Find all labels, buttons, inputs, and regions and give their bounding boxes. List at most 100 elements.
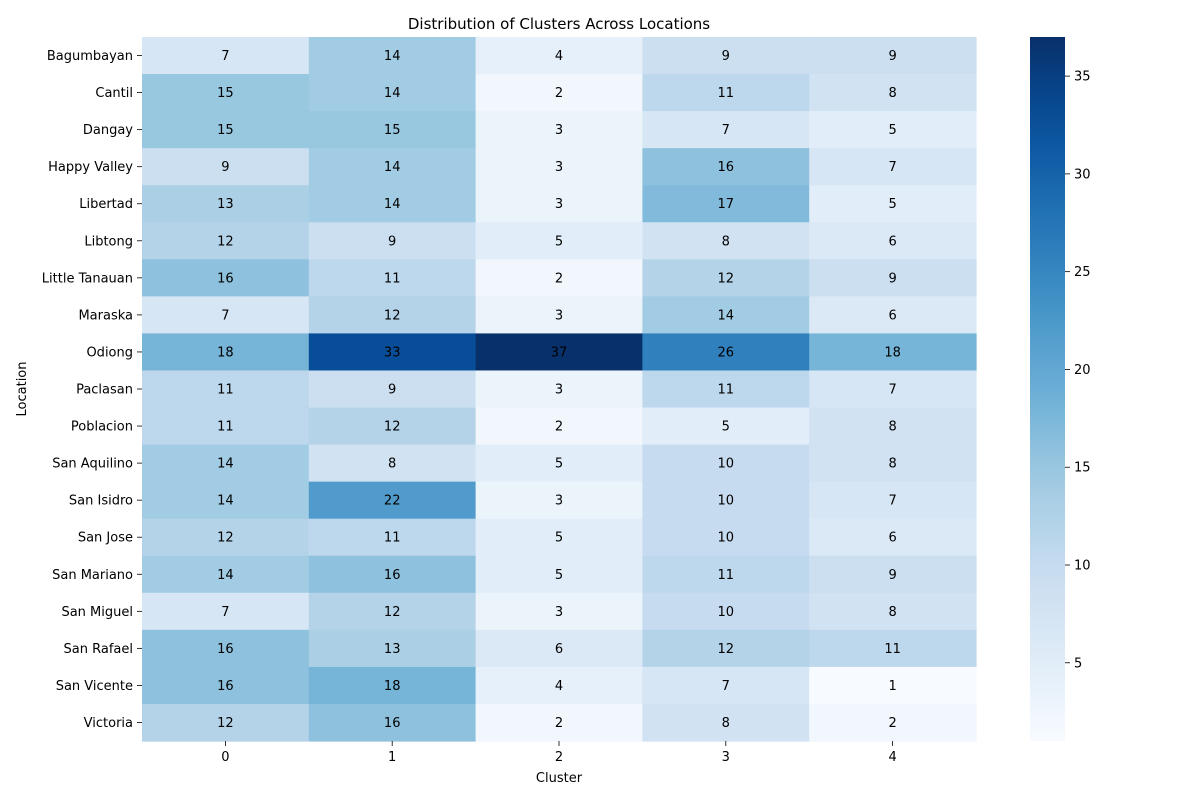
heatmap-cell — [142, 592, 310, 631]
heatmap-cell — [475, 333, 643, 372]
heatmap-cell — [642, 185, 810, 223]
x-tick-label: 1 — [388, 750, 396, 765]
heatmap-cell — [475, 185, 643, 223]
heatmap-cell — [308, 37, 477, 75]
y-tick-label: San Vicente — [56, 679, 133, 694]
y-tick-label: Dangay — [83, 123, 133, 138]
cell-value-label: 11 — [718, 86, 735, 101]
heatmap-cell — [142, 407, 310, 446]
cell-value-label: 14 — [384, 86, 401, 101]
y-tick-label: Libertad — [79, 197, 133, 212]
heatmap-cell — [642, 37, 810, 75]
cell-value-label: 7 — [888, 494, 896, 509]
colorbar-tick-label: 15 — [1074, 461, 1091, 476]
cell-value-label: 15 — [217, 123, 234, 138]
heatmap-cell — [475, 111, 643, 149]
cell-value-label: 10 — [718, 531, 735, 546]
heatmap-cell — [142, 444, 310, 483]
cell-value-label: 18 — [217, 345, 234, 360]
cell-value-label: 7 — [888, 383, 896, 398]
cell-value-label: 18 — [384, 679, 401, 694]
cell-value-label: 7 — [722, 679, 730, 694]
cell-value-label: 14 — [384, 160, 401, 175]
cell-value-label: 26 — [718, 345, 735, 360]
cell-value-label: 15 — [217, 86, 234, 101]
heatmap-cell — [809, 629, 977, 668]
heatmap-cell — [475, 555, 643, 594]
heatmap-cell — [142, 666, 310, 705]
heatmap-cell — [809, 703, 977, 742]
heatmap-cell — [308, 111, 477, 149]
heatmap-cell — [809, 333, 977, 372]
cell-value-label: 5 — [722, 420, 730, 435]
cell-value-label: 8 — [722, 234, 730, 249]
heatmap-cell — [642, 555, 810, 594]
cell-value-label: 3 — [555, 160, 563, 175]
cell-value-label: 11 — [217, 420, 234, 435]
heatmap-cell — [642, 703, 810, 742]
cell-value-label: 8 — [888, 605, 896, 620]
heatmap-cell — [475, 703, 643, 742]
heatmap-cell — [642, 481, 810, 520]
heatmap-cell — [809, 481, 977, 520]
heatmap-cell — [308, 666, 477, 705]
heatmap-cell — [142, 555, 310, 594]
heatmap-cell — [142, 296, 310, 335]
heatmap-cell — [809, 37, 977, 75]
cell-value-label: 2 — [888, 716, 896, 731]
heatmap-cell — [642, 629, 810, 668]
heatmap-cell — [642, 666, 810, 705]
heatmap-cell — [809, 222, 977, 260]
x-tick-label: 2 — [555, 750, 563, 765]
cell-value-label: 14 — [384, 197, 401, 212]
cell-value-label: 8 — [888, 420, 896, 435]
cell-value-label: 2 — [555, 716, 563, 731]
heatmap-cell — [475, 259, 643, 297]
heatmap-cell — [809, 370, 977, 409]
colorbar-tick-label: 30 — [1074, 167, 1091, 182]
heatmap-cell — [809, 555, 977, 594]
heatmap-cell — [308, 629, 477, 668]
heatmap-cell — [642, 74, 810, 112]
heatmap-cell — [809, 296, 977, 335]
heatmap-cell — [809, 407, 977, 446]
heatmap-cell — [809, 185, 977, 223]
cell-value-label: 9 — [722, 49, 730, 64]
y-axis-ticks: Bagumbayan Cantil Dangay Happy Valley Libert… — [42, 49, 142, 731]
cell-value-label: 15 — [384, 123, 401, 138]
x-tick-label: 4 — [888, 750, 896, 765]
cell-value-label: 9 — [388, 383, 396, 398]
heatmap-cell — [308, 185, 477, 223]
heatmap-cell — [809, 666, 977, 705]
cell-value-label: 9 — [388, 234, 396, 249]
heatmap-cell — [475, 666, 643, 705]
colorbar-tick-label: 25 — [1074, 265, 1091, 280]
cell-value-label: 2 — [555, 86, 563, 101]
cell-value-label: 14 — [718, 308, 735, 323]
heatmap-cell — [308, 259, 477, 297]
y-tick-label: Paclasan — [76, 383, 133, 398]
cell-value-label: 8 — [722, 716, 730, 731]
cell-value-label: 12 — [384, 420, 401, 435]
heatmap-cell — [142, 259, 310, 297]
heatmap-cell — [142, 222, 310, 260]
cell-value-label: 10 — [718, 494, 735, 509]
y-tick-label: Victoria — [84, 716, 133, 731]
cell-value-label: 5 — [888, 197, 896, 212]
cell-value-label: 10 — [718, 457, 735, 472]
heatmap-cell — [475, 407, 643, 446]
heatmap-cell — [642, 444, 810, 483]
cell-value-label: 14 — [217, 568, 234, 583]
heatmap-cell — [142, 481, 310, 520]
heatmap-cell — [475, 296, 643, 335]
cell-value-label: 9 — [888, 568, 896, 583]
cell-value-label: 7 — [221, 49, 229, 64]
y-tick-label: Bagumbayan — [47, 49, 133, 64]
cell-value-label: 9 — [221, 160, 229, 175]
heatmap-cell — [475, 444, 643, 483]
heatmap-cell — [308, 703, 477, 742]
cell-value-label: 14 — [217, 457, 234, 472]
cell-value-label: 12 — [718, 271, 735, 286]
cell-value-label: 12 — [384, 308, 401, 323]
